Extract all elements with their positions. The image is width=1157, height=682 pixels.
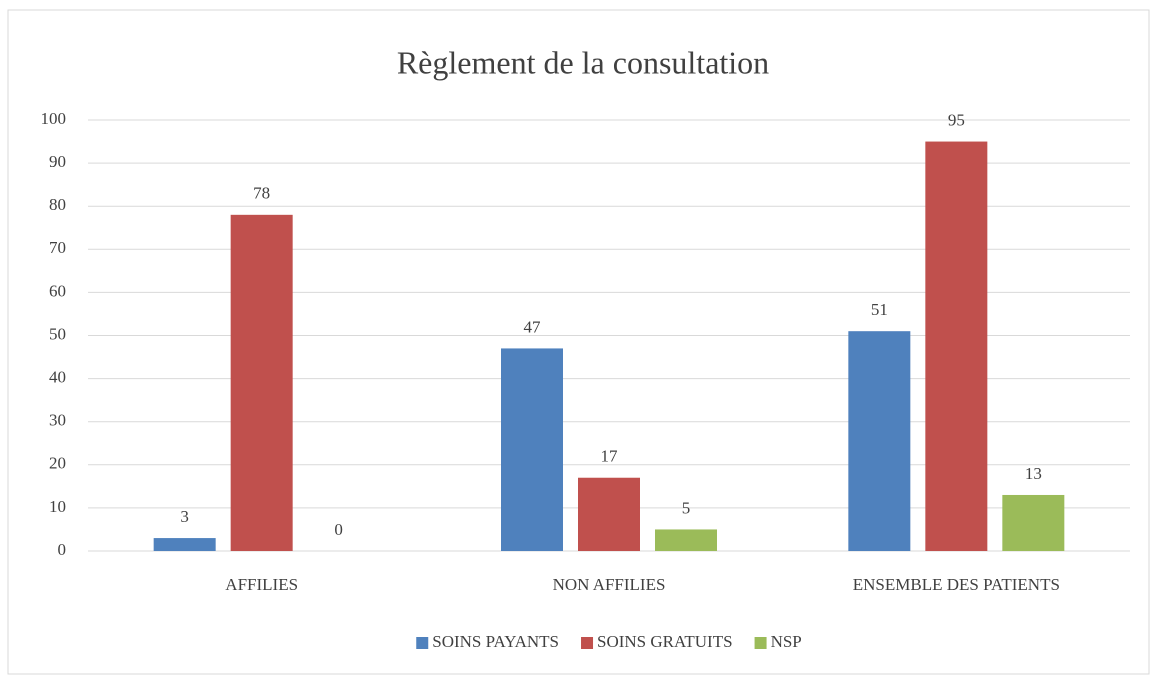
- legend-swatch: [581, 637, 594, 649]
- y-tick-label: 90: [49, 152, 66, 171]
- data-label: 0: [334, 520, 343, 539]
- data-label: 95: [948, 110, 965, 129]
- data-label: 47: [524, 317, 542, 336]
- y-tick-label: 30: [49, 411, 66, 430]
- y-tick-label: 60: [49, 281, 66, 300]
- data-label: 13: [1025, 464, 1042, 483]
- bar: [578, 477, 640, 551]
- data-label: 5: [682, 498, 691, 517]
- data-label: 17: [601, 447, 619, 466]
- chart-title: Règlement de la consultation: [397, 44, 769, 80]
- data-label: 51: [871, 300, 888, 319]
- bar: [153, 538, 216, 551]
- y-tick-label: 0: [58, 540, 67, 559]
- x-tick-label: AFFILIES: [225, 575, 298, 594]
- y-tick-label: 80: [49, 195, 66, 214]
- y-tick-label: 100: [41, 109, 67, 128]
- data-label: 3: [180, 507, 189, 526]
- bar: [1002, 494, 1065, 551]
- data-label: 78: [253, 184, 270, 203]
- bar: [230, 214, 293, 551]
- legend-label: NSP: [771, 632, 802, 651]
- y-tick-label: 70: [49, 238, 66, 257]
- y-tick-label: 40: [49, 368, 66, 387]
- legend-swatch: [754, 637, 767, 649]
- y-tick-label: 50: [49, 324, 66, 343]
- legend-label: SOINS PAYANTS: [432, 632, 559, 651]
- bar: [501, 348, 563, 551]
- legend-label: SOINS GRATUITS: [597, 632, 733, 651]
- legend-swatch: [416, 637, 429, 649]
- x-tick-label: ENSEMBLE DES PATIENTS: [853, 575, 1060, 594]
- bar: [848, 331, 911, 551]
- y-tick-label: 20: [49, 454, 66, 473]
- y-tick-label: 10: [49, 497, 66, 516]
- bar: [655, 529, 717, 551]
- x-tick-label: NON AFFILIES: [553, 575, 666, 594]
- bar: [925, 141, 988, 552]
